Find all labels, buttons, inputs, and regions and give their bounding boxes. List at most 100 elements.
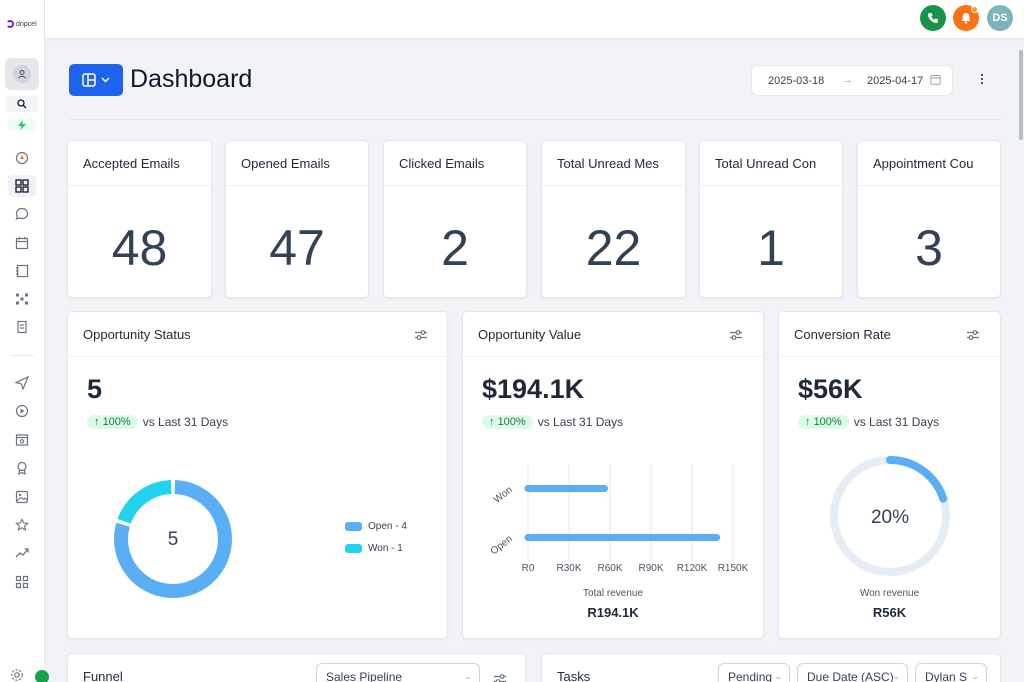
filter-button[interactable] [966, 328, 980, 340]
date-end[interactable]: 2025-04-17 [867, 75, 924, 87]
task-sort-value: Due Date (ASC) [807, 670, 894, 682]
sidebar-item-contacts[interactable] [8, 260, 36, 282]
legend-swatch [345, 522, 362, 531]
legend-label: Won - 1 [368, 543, 403, 554]
page-scrollbar[interactable] [1018, 42, 1024, 682]
chart-footer-label: Total revenue [582, 588, 644, 599]
sidebar-item-reputation[interactable] [8, 514, 36, 536]
sidebar-item-media[interactable] [8, 486, 36, 508]
logo-icon [6, 20, 14, 28]
more-options-button[interactable] [980, 72, 984, 90]
layout-icon [82, 73, 96, 87]
x-tick-label: R0 [522, 563, 535, 574]
card-divider [858, 185, 1000, 186]
conversion-value: $56K [798, 374, 863, 404]
sidebar-settings-button[interactable] [10, 668, 24, 682]
chart-footer-value: R56K [872, 605, 907, 620]
sidebar-item-marketing[interactable] [8, 372, 36, 394]
filter-sliders-icon [494, 674, 506, 682]
scrollbar-thumb[interactable] [1019, 50, 1023, 140]
stat-value: 2 [441, 220, 469, 276]
sidebar-item-dashboard[interactable] [8, 175, 36, 197]
task-status-select[interactable]: Pending ⌄ [718, 663, 790, 682]
bolt-icon [18, 120, 26, 130]
sidebar-item-payments[interactable] [8, 316, 36, 338]
stat-title: Total Unread Con [715, 156, 817, 171]
chevron-down-icon: ⌄ [464, 671, 472, 681]
sidebar-search-button[interactable] [6, 96, 38, 112]
stat-value: 48 [111, 220, 168, 276]
filter-button[interactable] [414, 328, 428, 340]
sidebar-item-reporting[interactable] [8, 542, 36, 564]
star-icon [15, 518, 29, 531]
stat-card-total-unread-conversations[interactable]: Total Unread Con 1 [699, 140, 843, 298]
sidebar-item-opportunities[interactable] [8, 288, 36, 310]
user-avatar[interactable]: DS [987, 5, 1013, 31]
filter-sliders-icon [967, 330, 979, 340]
dashboard-switcher-button[interactable] [69, 64, 123, 96]
stat-card-clicked-emails[interactable]: Clicked Emails 2 [383, 140, 527, 298]
pipeline-select[interactable]: Sales Pipeline ⌄ [316, 663, 480, 682]
legend-item-won[interactable]: Won - 1 [345, 543, 403, 554]
filter-button[interactable] [729, 328, 743, 340]
conversion-rate-gauge: 20% [830, 456, 950, 576]
sidebar-item-automation[interactable] [8, 400, 36, 422]
donut-center-label: 5 [168, 529, 179, 550]
automation-icon [15, 404, 29, 418]
sidebar-collapse-toggle[interactable] [35, 670, 49, 682]
opportunity-status-card: Opportunity Status 5 ↑ 100% vs Last 31 D… [67, 311, 448, 639]
donut-slice-open[interactable] [114, 480, 232, 598]
gauge-center-label: 20% [871, 507, 909, 528]
stat-card-opened-emails[interactable]: Opened Emails 47 [225, 140, 369, 298]
card-divider [226, 185, 368, 186]
task-user-select[interactable]: Dylan S ⌄ [915, 663, 987, 682]
task-user-value: Dylan S [925, 670, 968, 682]
dashboard-icon [15, 179, 29, 193]
x-tick-label: R60K [597, 563, 622, 574]
funnel-card: Funnel Sales Pipeline ⌄ [67, 653, 526, 682]
card-divider [779, 356, 1000, 357]
legend-item-open[interactable]: Open - 4 [345, 521, 407, 532]
x-tick-label: R30K [556, 563, 581, 574]
tasks-card: Tasks Pending ⌄ Due Date (ASC) ⌄ Dylan S… [541, 653, 1001, 682]
sidebar-item-conversations[interactable] [8, 203, 36, 225]
date-range-picker[interactable]: 2025-03-18 → 2025-04-17 [751, 65, 953, 96]
notification-dot [971, 6, 978, 13]
card-divider [384, 185, 526, 186]
chart-footer-label: Won revenue [859, 588, 920, 599]
pipeline-select-value: Sales Pipeline [326, 670, 403, 682]
sidebar-item-sites[interactable] [8, 429, 36, 451]
chevron-down-icon [101, 77, 110, 83]
calendar-icon [15, 237, 29, 250]
card-divider [463, 356, 763, 357]
chevron-down-icon: ⌄ [971, 671, 979, 681]
card-divider [68, 185, 211, 186]
quick-actions-button[interactable] [7, 119, 37, 131]
bell-icon [961, 13, 971, 24]
stat-card-accepted-emails[interactable]: Accepted Emails 48 [67, 140, 212, 298]
stat-card-total-unread-messages[interactable]: Total Unread Mes 22 [541, 140, 686, 298]
chevron-down-icon: ⌄ [774, 671, 782, 681]
stat-title: Appointment Cou [873, 156, 974, 171]
sidebar-item-app-marketplace[interactable] [8, 571, 36, 593]
sidebar-item-launchpad[interactable] [8, 147, 36, 169]
stat-value: 47 [269, 220, 325, 276]
stat-value: 1 [757, 220, 785, 276]
filter-button[interactable] [493, 672, 507, 682]
stat-card-appointment-count[interactable]: Appointment Cou 3 [857, 140, 1001, 298]
trend-percent: 100% [102, 416, 131, 428]
gauge-fill-won[interactable] [886, 456, 948, 503]
date-start[interactable]: 2025-03-18 [768, 75, 825, 87]
account-switcher[interactable] [5, 58, 39, 90]
phone-button[interactable] [920, 5, 946, 31]
gear-icon [11, 669, 23, 681]
donut-slice-won[interactable] [117, 480, 172, 524]
task-sort-select[interactable]: Due Date (ASC) ⌄ [797, 663, 908, 682]
trend-label: vs Last 31 Days [537, 415, 624, 429]
notifications-button[interactable] [953, 5, 979, 31]
brand-logo[interactable]: dripcel [6, 20, 37, 28]
sidebar-item-calendar[interactable] [8, 232, 36, 254]
panel-title: Funnel [83, 669, 123, 682]
sidebar-item-memberships[interactable] [8, 457, 36, 479]
phone-icon [928, 13, 938, 23]
